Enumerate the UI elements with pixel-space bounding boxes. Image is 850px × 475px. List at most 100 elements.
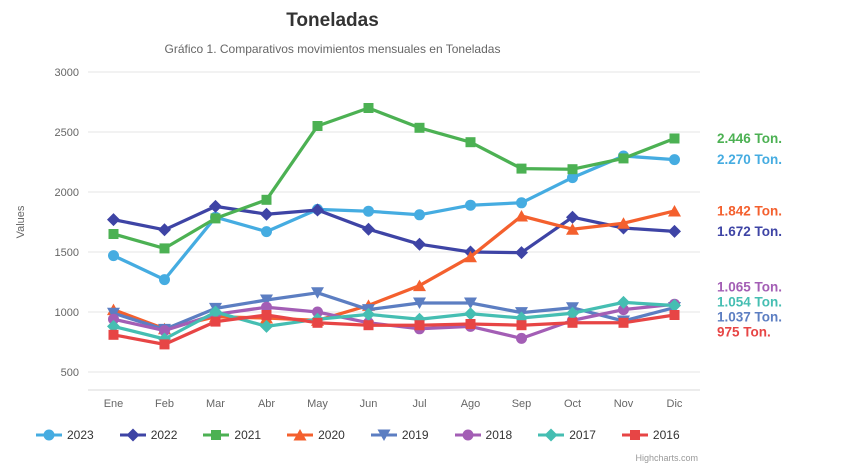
series-end-label: 1.037 Ton. (717, 310, 782, 325)
legend-item-2020[interactable]: 2020 (287, 428, 345, 442)
data-point-2021-Oct[interactable] (567, 164, 578, 175)
series-line-2017[interactable] (111, 300, 677, 341)
data-point-2018-Feb[interactable] (159, 325, 170, 337)
data-point-2020-Dic[interactable] (668, 204, 681, 217)
data-point-2016-Mar[interactable] (210, 316, 221, 327)
data-point-2021-Ago[interactable] (465, 137, 476, 148)
data-point-2021-Jun[interactable] (363, 103, 374, 113)
data-point-2016-Ago[interactable] (465, 319, 476, 329)
data-point-2020-Jul[interactable] (413, 279, 426, 292)
data-point-2017-Nov[interactable] (617, 295, 630, 309)
legend-marker-square-icon (621, 430, 648, 440)
legend-item-2018[interactable]: 2018 (454, 428, 512, 442)
data-point-2019-May[interactable] (311, 287, 324, 299)
highcharts-credits-link[interactable]: Highcharts.com (635, 453, 698, 463)
data-point-2018-Ene[interactable] (108, 313, 119, 325)
legend-item-2021[interactable]: 2021 (203, 428, 261, 442)
data-point-2016-Feb[interactable] (159, 339, 170, 350)
series-line-2022[interactable] (111, 204, 677, 255)
data-point-2023-Feb[interactable] (159, 274, 170, 286)
data-point-2017-Oct[interactable] (566, 306, 579, 320)
legend-item-2022[interactable]: 2022 (119, 428, 177, 442)
legend-item-2023[interactable]: 2023 (36, 428, 94, 442)
data-point-2023-Ago[interactable] (465, 199, 476, 211)
data-point-2018-Sep[interactable] (516, 332, 527, 344)
data-point-2023-Dic[interactable] (669, 154, 680, 166)
legend-item-2019[interactable]: 2019 (370, 428, 429, 442)
data-point-2019-Ene[interactable] (107, 307, 120, 320)
data-point-2021-Ene[interactable] (108, 229, 119, 239)
data-point-2023-Jul[interactable] (414, 209, 425, 221)
data-point-2019-Ago[interactable] (464, 297, 477, 310)
y-axis-tick-label: 1000 (55, 307, 79, 319)
data-point-2021-Abr[interactable] (261, 194, 272, 205)
legend-label: 2019 (401, 428, 429, 442)
data-point-2022-Ene[interactable] (107, 213, 120, 227)
legend-marker-circle-icon (36, 429, 62, 441)
data-point-2023-Ene[interactable] (108, 250, 119, 262)
data-point-2020-Oct[interactable] (566, 223, 579, 235)
data-point-2020-Sep[interactable] (515, 210, 528, 222)
data-point-2016-Ene[interactable] (108, 329, 119, 340)
data-point-2019-Abr[interactable] (260, 294, 273, 307)
data-point-2016-Oct[interactable] (567, 317, 578, 328)
data-point-2022-Abr[interactable] (260, 207, 273, 221)
data-point-2023-Sep[interactable] (516, 197, 527, 209)
data-point-2022-Mar[interactable] (209, 199, 222, 213)
data-point-2020-Ago[interactable] (464, 250, 477, 263)
series-line-2021[interactable] (111, 106, 677, 251)
data-point-2018-Nov[interactable] (618, 304, 629, 316)
series-line-2023[interactable] (111, 154, 677, 282)
y-axis-tick-label: 2000 (55, 187, 79, 199)
data-point-2021-Dic[interactable] (669, 133, 680, 144)
data-point-2016-Nov[interactable] (618, 317, 629, 328)
data-point-2023-Abr[interactable] (261, 226, 272, 238)
data-point-2021-Nov[interactable] (618, 153, 629, 164)
data-point-2017-Dic[interactable] (668, 299, 681, 313)
data-point-2022-Jul[interactable] (413, 237, 426, 251)
data-point-2021-Feb[interactable] (159, 243, 170, 254)
series-2021[interactable] (108, 103, 680, 254)
data-point-2021-Sep[interactable] (516, 163, 527, 174)
series-2016[interactable] (108, 310, 680, 350)
data-point-2021-Jul[interactable] (414, 122, 425, 133)
data-point-2021-May[interactable] (312, 121, 323, 131)
legend-marker-square-icon (203, 430, 230, 440)
series-end-label: 1.842 Ton. (717, 203, 782, 218)
legend-marker-triangle-icon (287, 429, 314, 441)
data-point-2022-May[interactable] (311, 203, 324, 217)
y-axis-tick-label: 500 (61, 367, 79, 379)
data-point-2018-Abr[interactable] (261, 301, 272, 313)
data-point-2016-Jul[interactable] (414, 320, 425, 331)
data-point-2017-Jun[interactable] (362, 307, 375, 321)
data-point-2022-Oct[interactable] (566, 210, 579, 224)
data-point-2016-Dic[interactable] (669, 310, 680, 320)
data-point-2022-Jun[interactable] (362, 222, 375, 236)
series-end-label: 1.065 Ton. (717, 280, 782, 295)
data-point-2022-Sep[interactable] (515, 246, 528, 260)
data-point-2017-Mar[interactable] (209, 305, 222, 319)
data-point-2019-Jul[interactable] (413, 297, 426, 310)
series-2022[interactable] (107, 199, 681, 260)
data-point-2017-Ene[interactable] (107, 319, 120, 333)
legend-label: 2017 (569, 428, 596, 442)
data-point-2021-Mar[interactable] (210, 213, 221, 224)
data-point-2017-Abr[interactable] (260, 319, 273, 333)
data-point-2016-Jun[interactable] (363, 320, 374, 331)
data-point-2023-Oct[interactable] (567, 172, 578, 184)
data-point-2018-May[interactable] (312, 306, 323, 318)
data-point-2016-Sep[interactable] (516, 320, 527, 331)
data-point-2022-Dic[interactable] (668, 224, 681, 238)
y-axis-title: Values (15, 205, 27, 238)
legend-item-2017[interactable]: 2017 (538, 428, 596, 442)
data-point-2023-Jun[interactable] (363, 205, 374, 217)
data-point-2022-Feb[interactable] (158, 223, 171, 237)
data-point-2016-Abr[interactable] (261, 310, 272, 320)
data-point-2020-Nov[interactable] (617, 217, 630, 229)
series-line-2016[interactable] (111, 313, 677, 347)
data-point-2017-Ago[interactable] (464, 307, 477, 321)
data-point-2016-May[interactable] (312, 317, 323, 328)
legend-item-2016[interactable]: 2016 (621, 428, 680, 442)
